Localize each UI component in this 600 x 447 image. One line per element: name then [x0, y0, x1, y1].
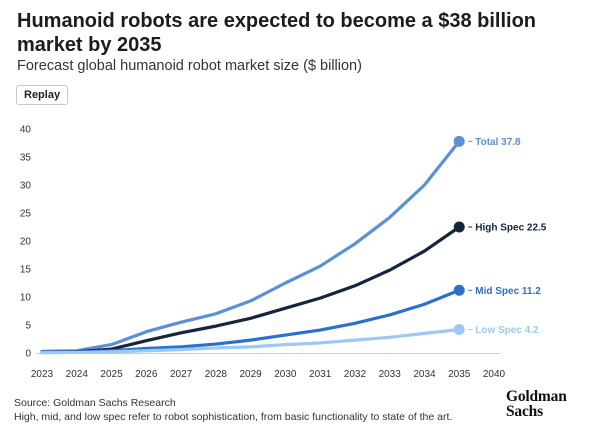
- y-tick-label: 0: [25, 349, 31, 360]
- end-label-high-spec: High Spec 22.5: [475, 223, 547, 234]
- end-marker-total: [453, 135, 465, 147]
- end-marker-high-spec: [453, 221, 465, 233]
- x-tick-label: 2028: [205, 369, 228, 380]
- footnote: High, mid, and low spec refer to robot s…: [14, 411, 453, 423]
- x-tick-label: 2040: [483, 369, 506, 380]
- x-tick-label: 2024: [66, 369, 89, 380]
- logo-line-2: Sachs: [506, 403, 543, 420]
- end-label-mid-spec: Mid Spec 11.2: [475, 286, 541, 297]
- x-tick-label: 2029: [239, 369, 262, 380]
- x-tick-label: 2033: [379, 369, 402, 380]
- x-tick-label: 2034: [413, 369, 436, 380]
- chart-subtitle: Forecast global humanoid robot market si…: [17, 58, 362, 74]
- chart-title: Humanoid robots are expected to become a…: [17, 10, 537, 56]
- y-tick-label: 30: [20, 181, 32, 192]
- y-tick-label: 25: [20, 209, 32, 220]
- x-tick-label: 2025: [100, 369, 123, 380]
- y-tick-label: 15: [20, 265, 32, 276]
- x-tick-label: 2035: [448, 369, 471, 380]
- y-axis: 0 5 10 15 20 25 30 35 40: [20, 125, 32, 360]
- series-line-total: [40, 139, 461, 353]
- x-tick-label: 2023: [31, 369, 54, 380]
- series-line-low-spec: [40, 327, 461, 355]
- y-tick-label: 20: [20, 237, 32, 248]
- series-line-high-spec: [40, 225, 461, 355]
- end-marker-mid-spec: [453, 284, 465, 296]
- end-marker-low-spec: [453, 323, 465, 335]
- x-tick-label: 2026: [135, 369, 158, 380]
- logo-line-1: Goldman: [506, 388, 567, 405]
- x-tick-label: 2032: [344, 369, 367, 380]
- y-tick-label: 40: [20, 125, 32, 136]
- replay-button[interactable]: Replay: [16, 85, 69, 105]
- end-label-total: Total 37.8: [475, 137, 521, 148]
- y-tick-label: 5: [25, 321, 31, 332]
- y-tick-label: 35: [20, 153, 32, 164]
- series-layer: [40, 139, 461, 355]
- x-axis: 2023 2024 2025 2026 2027 2028 2029 2030 2031 2032…: [31, 353, 506, 380]
- goldman-sachs-logo: Goldman Sachs: [506, 388, 586, 420]
- end-label-low-spec: Low Spec 4.2: [475, 325, 539, 336]
- x-tick-label: 2030: [274, 369, 297, 380]
- y-tick-label: 10: [20, 293, 32, 304]
- x-tick-label: 2031: [309, 369, 332, 380]
- label-layer: Total 37.8 High Spec 22.5 Mid Spec 11.2 Low…: [453, 135, 547, 336]
- x-tick-label: 2027: [170, 369, 193, 380]
- source-note: Source: Goldman Sachs Research: [14, 397, 176, 409]
